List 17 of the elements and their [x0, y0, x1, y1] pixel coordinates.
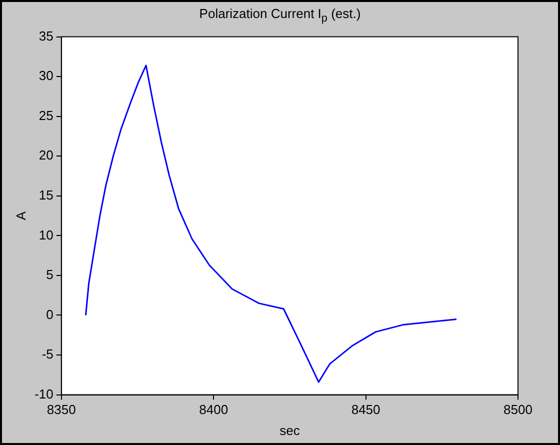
chart-title: Polarization Current I$_{p}$ (est.) — [198, 5, 362, 26]
x-tick-label: 8350 — [46, 402, 76, 418]
x-tick-label: 8500 — [504, 402, 532, 418]
y-tick-label: 30 — [38, 68, 54, 84]
x-axis-title: sec — [280, 422, 300, 438]
y-tick-label: 15 — [38, 187, 54, 202]
y-tick-label: 20 — [38, 148, 54, 163]
y-tick-label: 25 — [38, 108, 54, 123]
y-tick-label: 35 — [38, 28, 54, 44]
y-tick-label: 5 — [46, 267, 54, 282]
x-tick-label: 8400 — [199, 402, 228, 418]
y-axis-title: A — [13, 211, 28, 220]
x-tick-label: 8450 — [351, 402, 380, 418]
y-tick-label: 10 — [38, 227, 54, 242]
y-tick-label: 0 — [46, 306, 54, 322]
y-tick-label: -5 — [42, 346, 54, 362]
y-tick-label: -10 — [34, 386, 54, 402]
